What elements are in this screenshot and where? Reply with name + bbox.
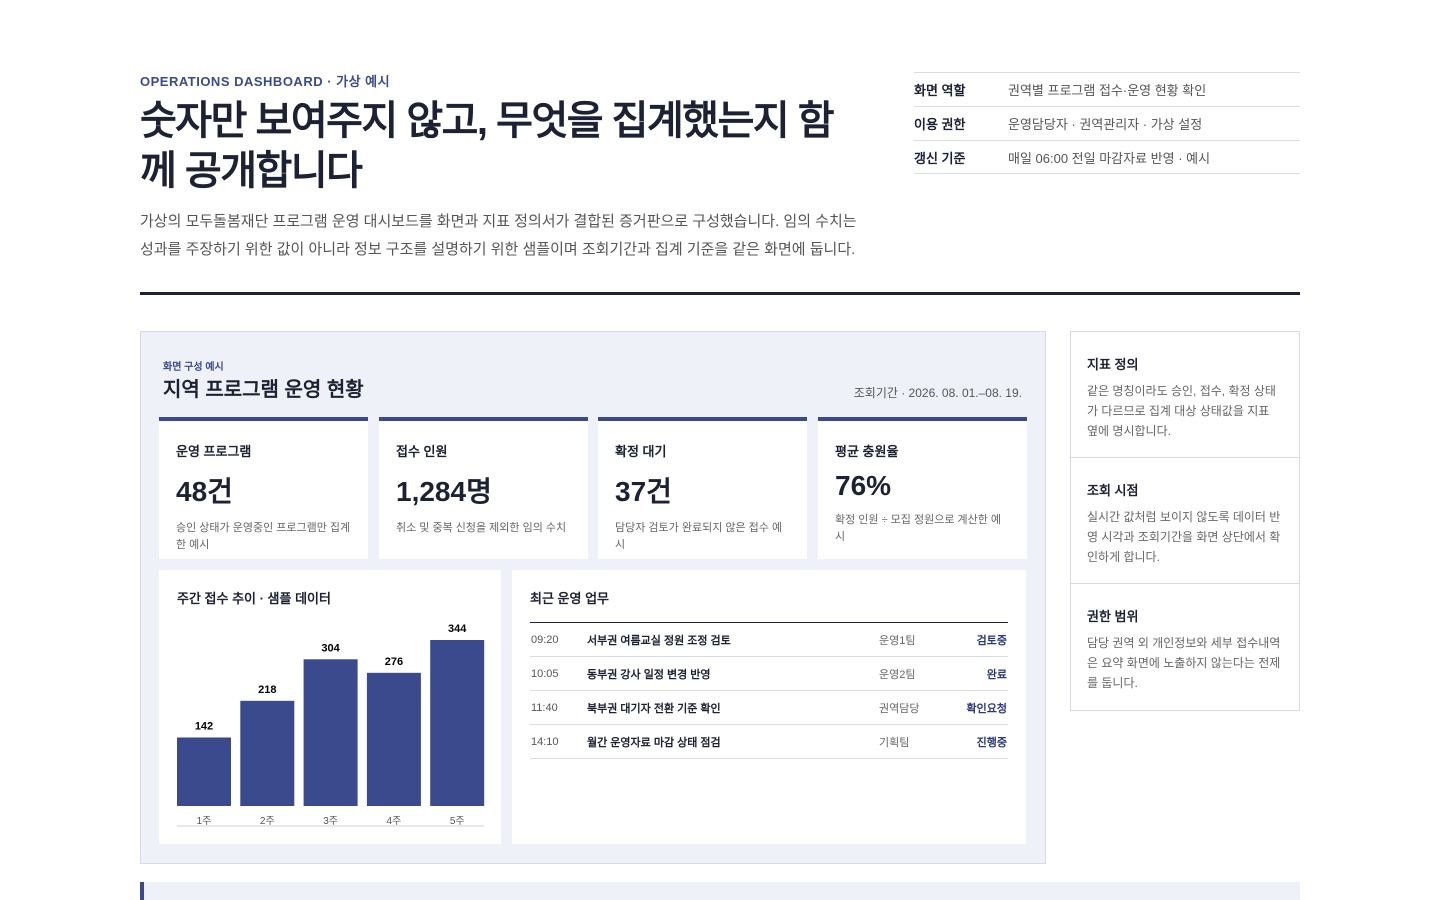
definition-text: 같은 명칭이라도 승인, 접수, 확정 상태가 다르므로 집계 대상 상태값을 … (1087, 384, 1276, 438)
x-tick-label: 1주 (197, 816, 212, 827)
panel-title: 지역 프로그램 운영 현황 (163, 379, 364, 401)
x-tick-label: 4주 (387, 816, 402, 827)
definition-text: 담당 권역 외 개인정보와 세부 접수내역은 요약 화면에 노출하지 않는다는 … (1087, 636, 1281, 690)
task-row: 14:10 월간 운영자료 마감 상태 점검 기획팀 진행중 (530, 724, 1008, 759)
task-time: 14:10 (530, 724, 586, 759)
bar (177, 737, 231, 806)
eyebrow: OPERATIONS DASHBOARD · 가상 예시 (140, 74, 391, 89)
task-time: 10:05 (530, 656, 586, 691)
task-name: 동부권 강사 일정 변경 반영 (586, 656, 878, 691)
bar (240, 700, 295, 806)
kpi-note: 승인 상태가 운영중인 프로그램만 집계한 예시 (176, 522, 351, 551)
task-row: 11:40 북부권 대기자 전환 기준 확인 권역담당 확인요청 (530, 690, 1008, 725)
definition-text: 실시간 값처럼 보이지 않도록 데이터 반영 시각과 조회기간을 화면 상단에서… (1087, 510, 1281, 564)
task-name: 북부권 대기자 전환 기준 확인 (586, 690, 878, 725)
x-tick-label: 5주 (450, 816, 465, 827)
meta-row: 화면 역할 권역별 프로그램 접수·운영 현황 확인 (914, 72, 1300, 106)
kpi-label: 접수 인원 (396, 444, 448, 459)
x-tick-label: 2주 (260, 816, 275, 827)
bar (303, 659, 358, 806)
page-title: 숫자만 보여주지 않고, 무엇을 집계했는지 함께 공개합니다 (140, 99, 835, 193)
task-team: 운영1팀 (878, 622, 948, 657)
chart: 142 1주 218 2주 304 3주 276 4주 344 5주 (177, 623, 485, 827)
note-strip (140, 882, 1300, 900)
bar (366, 672, 421, 806)
kpi-note: 취소 및 중복 신청을 제외한 임의 수치 (396, 522, 567, 534)
kpi-note: 담당자 검토가 완료되지 않은 접수 예시 (615, 522, 783, 551)
tasks-card: 최근 운영 업무 09:20 서부권 여름교실 정원 조정 검토 운영1팀 검토중 10… (512, 570, 1026, 844)
kpi-note: 확정 인원 ÷ 모집 정원으로 계산한 예시 (835, 514, 1002, 543)
task-team: 운영2팀 (878, 656, 948, 691)
definition-title: 조회 시점 (1087, 483, 1139, 498)
kpi-label: 운영 프로그램 (176, 444, 252, 459)
task-time: 09:20 (530, 622, 586, 657)
meta-label: 화면 역할 (914, 83, 966, 98)
task-name: 서부권 여름교실 정원 조정 검토 (586, 622, 878, 657)
meta-value: 운영담당자 · 권역관리자 · 가상 설정 (1008, 117, 1203, 132)
chart-title: 주간 접수 추이 · 샘플 데이터 (177, 591, 331, 606)
meta-label: 이용 권한 (914, 117, 966, 132)
value-label: 142 (195, 720, 213, 732)
tasks-title: 최근 운영 업무 (530, 591, 609, 606)
task-status: 검토중 (948, 622, 1008, 657)
task-name: 월간 운영자료 마감 상태 점검 (586, 724, 878, 759)
value-label: 304 (321, 642, 340, 654)
task-row: 09:20 서부권 여름교실 정원 조정 검토 운영1팀 검토중 (530, 622, 1008, 657)
period: 조회기간 · 2026. 08. 01.–08. 19. (853, 386, 1022, 400)
kpi-value: 1,284명 (396, 476, 492, 507)
meta-value: 매일 06:00 전일 마감자료 반영 · 예시 (1008, 150, 1211, 166)
lead: 가상의 모두돌봄재단 프로그램 운영 대시보드를 화면과 지표 정의서가 결합된… (140, 213, 857, 258)
tasks-table: 09:20 서부권 여름교실 정원 조정 검토 운영1팀 검토중 10:05 동부권 강사… (530, 622, 1008, 759)
kpi-value: 76% (835, 470, 892, 501)
task-status: 확인요청 (948, 690, 1008, 725)
bar (430, 640, 485, 806)
x-tick-label: 3주 (323, 816, 338, 827)
kpi-value: 48건 (176, 476, 233, 507)
meta-row: 갱신 기준 매일 06:00 전일 마감자료 반영 · 예시 (914, 140, 1300, 174)
panel-eyebrow: 화면 구성 예시 (163, 362, 224, 373)
value-label: 344 (448, 623, 467, 635)
task-status: 완료 (948, 656, 1008, 691)
definition-title: 권한 범위 (1087, 609, 1139, 624)
meta-value: 권역별 프로그램 접수·운영 현황 확인 (1008, 83, 1207, 98)
value-label: 218 (258, 684, 276, 696)
task-status: 진행중 (948, 724, 1008, 759)
kpi-label: 확정 대기 (615, 444, 667, 459)
meta-label: 갱신 기준 (914, 150, 966, 166)
meta-row: 이용 권한 운영담당자 · 권역관리자 · 가상 설정 (914, 106, 1300, 140)
task-time: 11:40 (530, 690, 586, 725)
task-team: 기획팀 (878, 724, 948, 759)
divider (140, 292, 1300, 295)
chart-card: 주간 접수 추이 · 샘플 데이터 142 1주 218 2주 304 3주 276 4주 34… (159, 570, 501, 844)
kpi-label: 평균 충원율 (835, 444, 899, 459)
kpi-card: 평균 충원율 76% 확정 인원 ÷ 모집 정원으로 계산한 예시 (818, 417, 1027, 559)
task-row: 10:05 동부권 강사 일정 변경 반영 운영2팀 완료 (530, 656, 1008, 691)
kpi-value: 37건 (615, 476, 672, 507)
task-team: 권역담당 (878, 690, 948, 725)
definition-title: 지표 정의 (1087, 357, 1139, 372)
value-label: 276 (385, 656, 403, 668)
